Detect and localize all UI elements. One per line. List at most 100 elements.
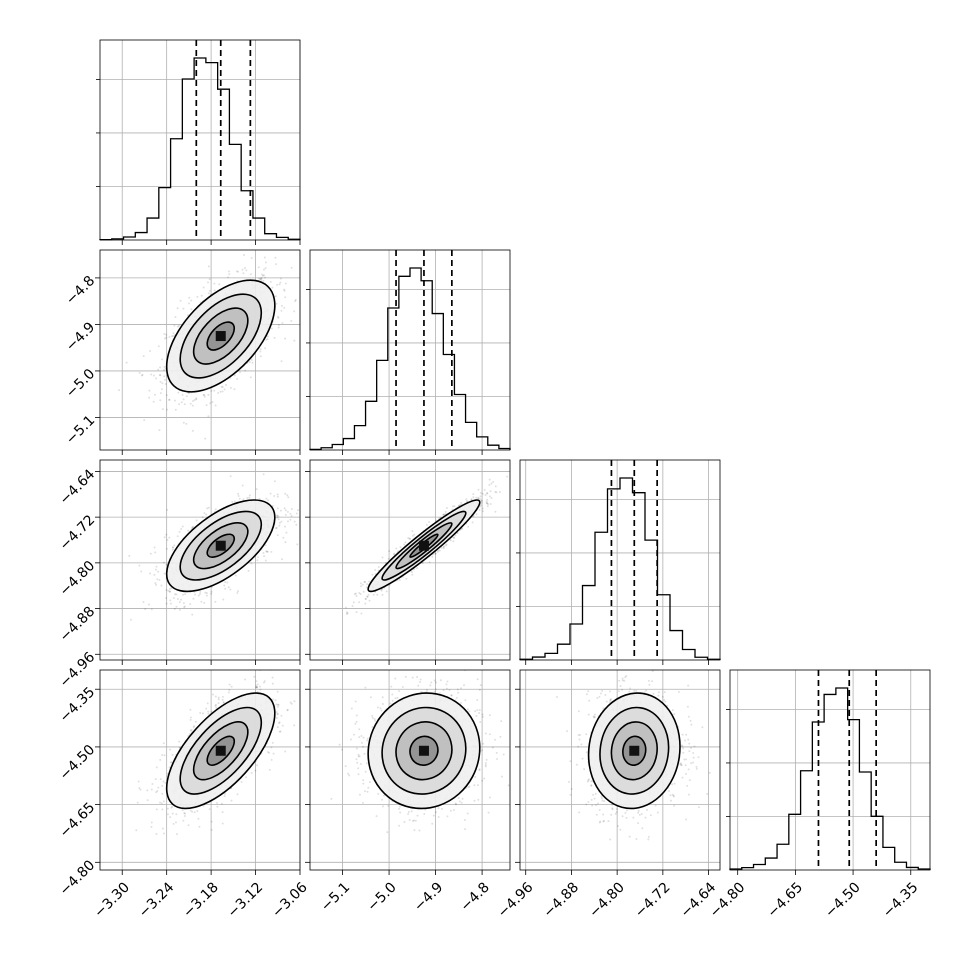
sample-point xyxy=(221,698,224,701)
sample-point xyxy=(277,515,280,518)
sample-point xyxy=(194,593,197,596)
sample-point xyxy=(388,550,391,553)
sample-point xyxy=(488,495,491,498)
sample-point xyxy=(434,552,437,555)
sample-point xyxy=(173,324,176,327)
sample-point xyxy=(210,828,213,831)
sample-point xyxy=(206,507,209,510)
sample-point xyxy=(461,527,464,530)
sample-point xyxy=(287,665,289,667)
sample-point xyxy=(216,805,219,808)
sample-point xyxy=(223,584,226,587)
sample-point xyxy=(407,537,410,540)
sample-point xyxy=(163,332,166,335)
sample-point xyxy=(162,369,165,372)
sample-point xyxy=(276,495,279,498)
sample-point xyxy=(409,537,412,540)
sample-point xyxy=(171,548,174,551)
sample-point xyxy=(274,263,277,266)
sample-point xyxy=(438,549,441,552)
sample-point xyxy=(163,832,166,835)
sample-point xyxy=(233,374,236,377)
sample-point xyxy=(188,296,191,299)
histogram-steps xyxy=(99,57,301,241)
sample-point xyxy=(196,810,199,813)
sample-point xyxy=(183,403,186,406)
sample-point xyxy=(189,809,192,812)
sample-point xyxy=(280,360,283,363)
sample-point xyxy=(213,389,216,392)
sample-point xyxy=(395,547,398,550)
sample-point xyxy=(489,503,492,506)
sample-point xyxy=(440,546,443,549)
sample-point xyxy=(184,812,187,815)
sample-point xyxy=(249,273,252,276)
sample-point xyxy=(293,339,296,342)
sample-point xyxy=(205,707,208,710)
sample-point xyxy=(297,509,300,512)
sample-point xyxy=(185,422,188,425)
sample-point xyxy=(366,595,369,598)
sample-point xyxy=(479,498,482,501)
sample-point xyxy=(276,507,279,510)
sample-point xyxy=(183,605,186,608)
sample-point xyxy=(165,394,168,397)
sample-point xyxy=(266,550,269,553)
scatter-panel-2-1 xyxy=(309,459,511,661)
sample-point xyxy=(284,541,287,544)
sample-point xyxy=(262,681,265,684)
sample-point xyxy=(202,286,205,289)
sample-point xyxy=(198,825,201,828)
sample-point xyxy=(456,532,459,535)
sample-point xyxy=(207,393,210,396)
sample-point xyxy=(275,514,278,517)
sample-point xyxy=(193,399,196,402)
sample-point xyxy=(270,550,273,553)
sample-point xyxy=(155,583,158,586)
sample-point xyxy=(171,753,174,756)
sample-point xyxy=(237,492,240,495)
sample-point xyxy=(260,277,263,280)
sample-point xyxy=(220,385,223,388)
sample-point xyxy=(362,590,365,593)
sample-point xyxy=(217,391,220,394)
sample-point xyxy=(265,497,268,500)
sample-point xyxy=(283,306,286,309)
sample-point xyxy=(498,490,501,493)
sample-point xyxy=(218,283,221,286)
sample-point xyxy=(158,429,161,432)
sample-point xyxy=(217,696,220,699)
sample-point xyxy=(361,583,364,586)
sample-point xyxy=(472,493,475,496)
sample-point xyxy=(276,514,279,517)
sample-point xyxy=(460,501,463,504)
sample-point xyxy=(208,289,211,292)
sample-point xyxy=(261,274,264,277)
sample-point xyxy=(146,799,149,802)
sample-point xyxy=(191,404,194,407)
sample-point xyxy=(207,292,210,295)
sample-point xyxy=(272,752,275,755)
sample-point xyxy=(241,484,244,487)
sample-point xyxy=(444,510,447,513)
sample-point xyxy=(160,584,163,587)
sample-point xyxy=(381,593,384,596)
sample-point xyxy=(266,335,269,338)
sample-point xyxy=(290,515,293,518)
sample-point xyxy=(481,510,484,513)
sample-point xyxy=(210,592,213,595)
sample-point xyxy=(506,475,509,478)
sample-point xyxy=(264,347,267,350)
sample-point xyxy=(442,547,445,550)
histogram-steps xyxy=(309,267,511,451)
sample-point xyxy=(494,485,497,488)
sample-point xyxy=(296,543,299,546)
scatter-panel-2-0 xyxy=(99,459,301,661)
sample-point xyxy=(187,302,190,305)
sample-point xyxy=(160,802,163,805)
sample-point xyxy=(274,256,277,259)
scatter-panel-3-0 xyxy=(99,665,301,871)
sample-point xyxy=(163,337,166,340)
sample-point xyxy=(255,684,258,687)
sample-point xyxy=(225,384,228,387)
